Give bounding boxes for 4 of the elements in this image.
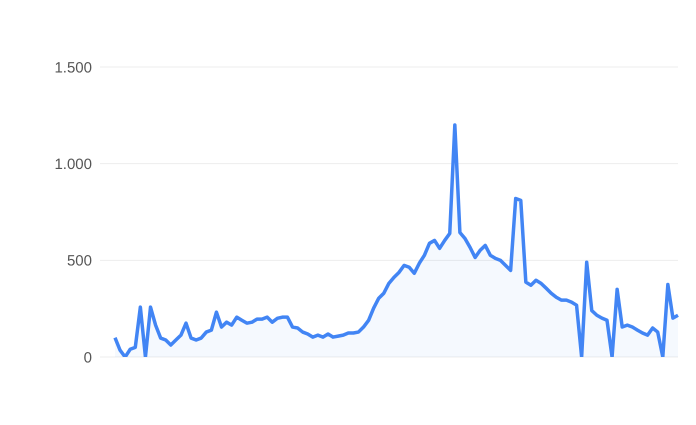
- y-tick-label: 0: [84, 349, 92, 366]
- y-tick-label: 1.500: [54, 59, 92, 76]
- y-tick-label: 500: [66, 252, 92, 270]
- y-tick-label: 1.000: [54, 156, 92, 173]
